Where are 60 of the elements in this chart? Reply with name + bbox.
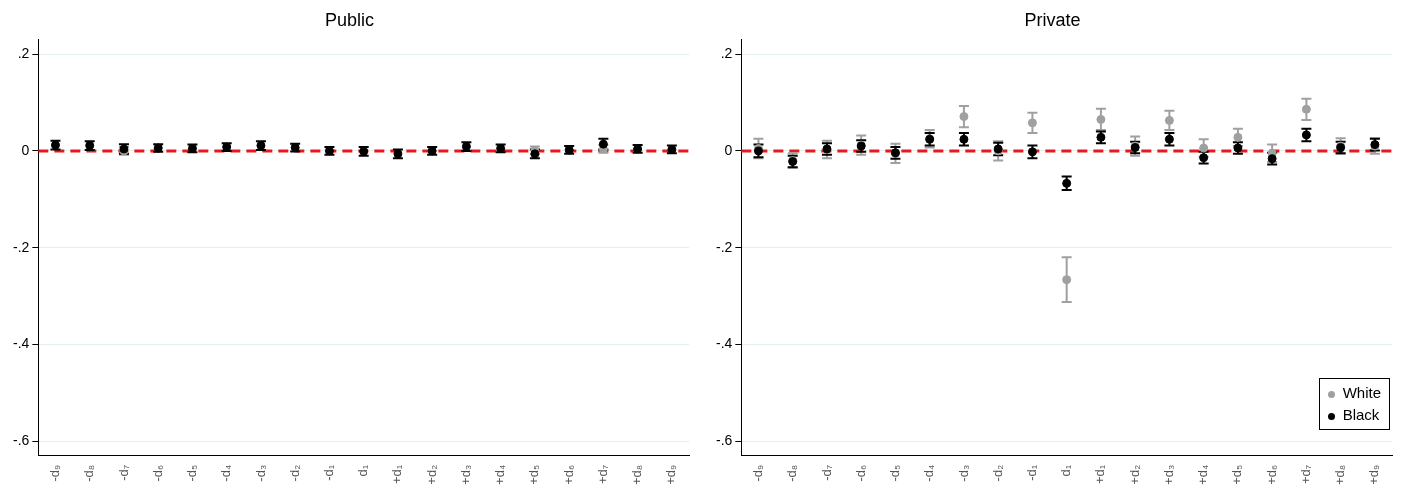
x-tick-label: -d₇ (115, 464, 131, 481)
legend-label: White (1341, 383, 1381, 403)
x-tick-label: +d₁ (389, 464, 405, 485)
point (959, 112, 969, 122)
y-tick-label: -.2 (715, 238, 733, 255)
y-tick-label: -.6 (12, 432, 30, 449)
y-tick-label: -.4 (12, 335, 30, 352)
x-tick-label: -d₄ (218, 464, 234, 482)
x-tick-label: -d₉ (750, 464, 766, 482)
x-tick-label: +d₂ (423, 464, 439, 485)
x-tick-label: +d₁ (1092, 464, 1108, 485)
x-tick-label: -d₃ (252, 464, 268, 482)
x-tick-label: -d₂ (286, 464, 302, 482)
point (1199, 143, 1209, 153)
x-tick-label: +d₃ (1160, 464, 1176, 485)
y-tick-label: -.2 (12, 238, 30, 255)
x-tick-label: -d₁ (1024, 464, 1039, 481)
x-tick-label: +d₃ (457, 464, 473, 485)
x-tick-label: -d₉ (47, 464, 63, 482)
x-tick-label: -d₅ (887, 464, 903, 482)
point (1233, 132, 1243, 142)
x-tick-label: +d₅ (526, 464, 542, 485)
x-tick-label: d₁ (1058, 464, 1074, 477)
x-tick-label: +d₇ (594, 464, 610, 485)
x-tick-label: +d₄ (1195, 464, 1211, 485)
x-tick-label: +d₇ (1297, 464, 1313, 485)
x-tick-label: +d₉ (663, 464, 679, 485)
x-tick-label: -d₁ (321, 464, 336, 481)
x-tick-label: -d₇ (818, 464, 834, 481)
x-tick-label: -d₆ (852, 464, 868, 482)
y-tick-label: -.6 (715, 432, 733, 449)
x-tick-label: -d₄ (921, 464, 937, 482)
chart-title: Public (324, 9, 375, 30)
point (1164, 115, 1174, 125)
x-tick-label: +d₅ (1229, 464, 1245, 485)
x-tick-label: d₁ (355, 464, 371, 477)
x-tick-label: -d₃ (955, 464, 971, 482)
x-tick-label: +d₂ (1126, 464, 1142, 485)
y-tick-label: .2 (720, 44, 733, 61)
x-tick-label: +d₆ (560, 464, 576, 485)
x-tick-label: +d₆ (1263, 464, 1279, 485)
y-tick-label: 0 (21, 141, 30, 158)
legend-label: Black (1341, 405, 1381, 425)
x-tick-label: -d₈ (784, 464, 800, 482)
point (1027, 118, 1037, 128)
x-tick-label: -d₅ (184, 464, 200, 482)
x-tick-label: -d₈ (81, 464, 97, 482)
y-tick-label: .2 (17, 44, 30, 61)
y-tick-label: 0 (724, 141, 733, 158)
x-tick-label: +d₈ (629, 464, 645, 486)
x-tick-label: -d₂ (989, 464, 1005, 482)
point (1062, 275, 1072, 285)
x-tick-label: +d₈ (1332, 464, 1348, 486)
chart-title: Private (1024, 9, 1081, 30)
point (1301, 104, 1311, 114)
x-tick-label: -d₆ (149, 464, 165, 482)
x-tick-label: +d₄ (492, 464, 508, 485)
y-tick-label: -.4 (715, 335, 733, 352)
x-tick-label: +d₉ (1366, 464, 1382, 485)
point (1096, 114, 1106, 124)
